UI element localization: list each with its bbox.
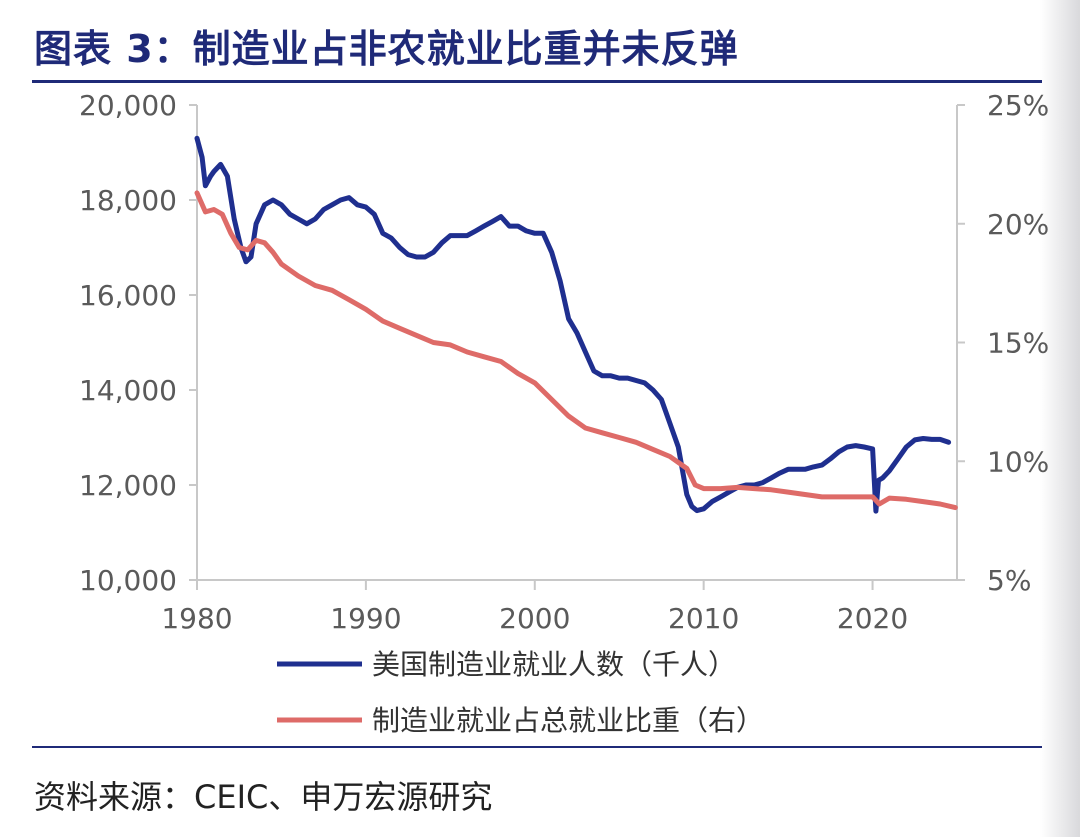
title-underline — [32, 80, 1042, 83]
left-y-tick-label: 20,000 — [79, 89, 177, 122]
legend: 美国制造业就业人数（千人） 制造业就业占总就业比重（右） — [277, 648, 764, 737]
series-lines — [194, 135, 958, 514]
figure-title: 图表 3：制造业占非农就业比重并未反弹 — [34, 27, 739, 71]
left-y-tick-label: 12,000 — [79, 469, 177, 502]
series-line-employment — [194, 135, 952, 514]
x-tick-label: 1980 — [161, 602, 232, 635]
line-chart: 10,000 12,000 14,000 16,000 18,000 20,000 5% 10… — [79, 89, 1049, 737]
left-y-tick-label: 14,000 — [79, 374, 177, 407]
page-edge-shadow — [1040, 0, 1080, 837]
legend-label: 美国制造业就业人数（千人） — [372, 648, 736, 681]
x-tick-label: 1990 — [330, 602, 401, 635]
right-y-tick-label: 10% — [987, 445, 1049, 478]
right-y-tick-label: 20% — [987, 208, 1049, 241]
right-y-tick-label: 5% — [987, 564, 1031, 597]
left-y-tick-label: 16,000 — [79, 279, 177, 312]
axes: 10,000 12,000 14,000 16,000 18,000 20,000 5% 10… — [79, 89, 1049, 635]
x-tick-label: 2010 — [668, 602, 739, 635]
left-y-tick-label: 10,000 — [79, 564, 177, 597]
left-y-tick-label: 18,000 — [79, 184, 177, 217]
right-y-tick-label: 25% — [987, 89, 1049, 122]
legend-label: 制造业就业占总就业比重（右） — [372, 704, 764, 737]
source-divider — [32, 746, 1042, 748]
source-note: 资料来源：CEIC、申万宏源研究 — [34, 778, 493, 816]
right-y-tick-label: 15% — [987, 327, 1049, 360]
series-line-share — [194, 190, 958, 511]
x-tick-label: 2000 — [499, 602, 570, 635]
x-tick-label: 2020 — [837, 602, 908, 635]
